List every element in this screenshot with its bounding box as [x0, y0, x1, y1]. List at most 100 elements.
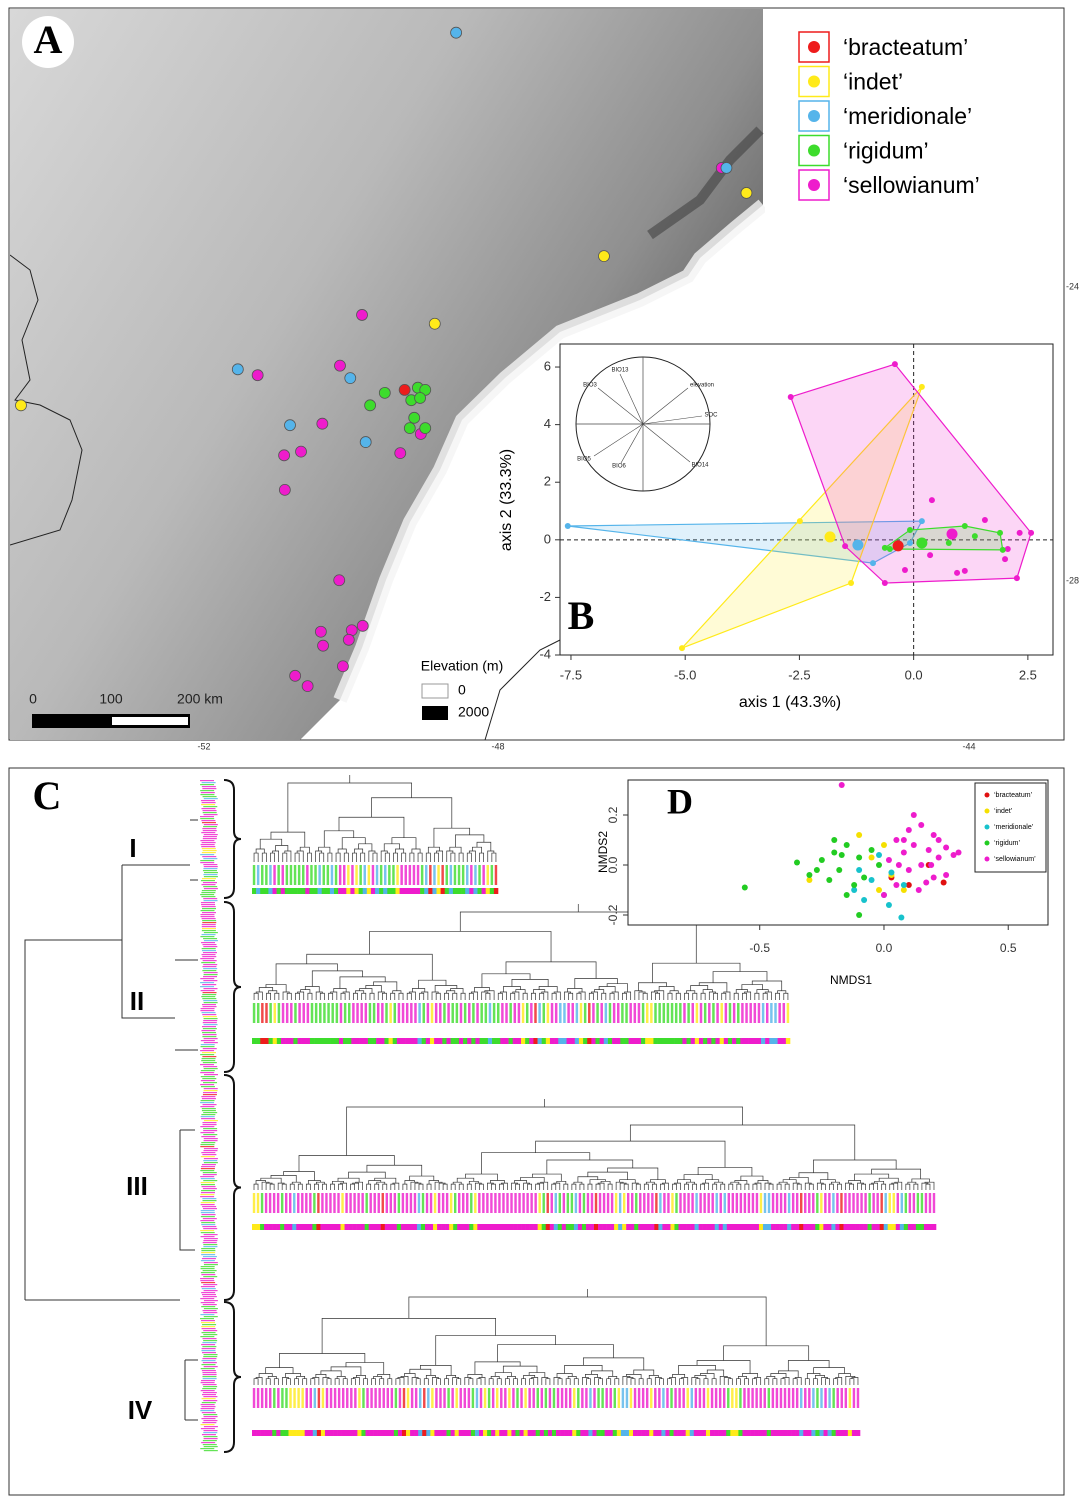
group-strip [495, 1430, 500, 1436]
overview-leaf [203, 826, 218, 828]
group-strip [762, 1224, 768, 1230]
leaf-tag [844, 1388, 848, 1408]
leaf-tag [449, 865, 453, 885]
leaf-tag [509, 1003, 512, 1023]
group-strip [595, 1038, 600, 1044]
group-strip [454, 1038, 460, 1044]
overview-leaf [203, 1330, 218, 1332]
overview-leaf [201, 948, 216, 950]
leaf-tag [516, 1388, 519, 1408]
dendro-branch [835, 1377, 843, 1385]
leaf-tag [598, 1193, 602, 1213]
dendro-branch [514, 1180, 527, 1184]
dendro-branch [635, 1183, 641, 1190]
overview-leaf [200, 1302, 215, 1304]
leaf-tag [269, 865, 272, 885]
group-strip [583, 1038, 588, 1044]
leaf-tag [273, 1003, 277, 1023]
group-strip [256, 1224, 261, 1230]
overview-leaf [202, 1034, 217, 1036]
leaf-tag [305, 1388, 308, 1408]
leaf-tag [718, 1388, 722, 1408]
dendro-branch [684, 992, 689, 1000]
dendro-branch [527, 1183, 532, 1190]
overview-leaf [200, 800, 215, 802]
leaf-tag [410, 1003, 413, 1023]
leaf-tag [329, 1193, 332, 1213]
group-strip [665, 1430, 670, 1436]
overview-leaf [200, 860, 215, 862]
group-strip [260, 1430, 265, 1436]
leaf-tag [747, 1388, 750, 1408]
dendro-branch [395, 1378, 401, 1385]
dendro-branch [350, 1378, 356, 1385]
group-strip [485, 888, 491, 894]
group-strip [591, 1038, 596, 1044]
leaf-tag [289, 1388, 292, 1408]
overview-leaf [200, 1176, 215, 1178]
site [231, 363, 244, 376]
leaf-tag [350, 1388, 353, 1408]
leaf-tag [252, 1003, 256, 1023]
group-strip [350, 888, 355, 894]
overview-leaf [201, 852, 216, 854]
dendro-branch [476, 1378, 482, 1385]
group-strip [404, 1224, 410, 1230]
x-tick-label: 0.0 [876, 941, 893, 955]
leaf-tag [405, 1193, 409, 1213]
dendro-branch [283, 1171, 315, 1181]
group-strip [831, 1224, 836, 1230]
point [851, 887, 858, 893]
leaf-tag [928, 1193, 932, 1213]
site [408, 411, 421, 424]
group-strip [400, 1224, 406, 1230]
point [915, 887, 922, 893]
leaf-tag [360, 1003, 363, 1023]
dendro-branch [485, 992, 491, 1000]
leaf-tag [433, 1193, 437, 1213]
leaf-tag [513, 1003, 517, 1023]
group-strip [569, 1224, 575, 1230]
overview-leaf [202, 1200, 217, 1202]
group-strip [606, 1224, 611, 1230]
leaf-tag [264, 1388, 268, 1408]
dendro-branch [889, 1183, 895, 1190]
leaf-tag [552, 1388, 556, 1408]
dendro-branch [521, 1378, 526, 1385]
leaf-tag [714, 1388, 718, 1408]
group-strip [322, 1038, 327, 1044]
point [831, 837, 838, 843]
leaf-tag [625, 1388, 629, 1408]
group-strip [723, 1038, 729, 1044]
group-strip [429, 1038, 435, 1044]
dendro-branch [772, 1378, 778, 1385]
leaf-tag [498, 1193, 501, 1213]
overview-leaf [200, 958, 215, 960]
border [10, 254, 83, 546]
leaf-tag [840, 1388, 843, 1408]
overview-leaf [201, 930, 216, 932]
overview-leaf [201, 1030, 216, 1032]
group-strip [727, 1038, 733, 1044]
dendro-branch [419, 992, 425, 1000]
leaf-tag [880, 1193, 883, 1213]
dendro-branch [285, 1373, 301, 1378]
point [900, 887, 907, 893]
overview-leaf [202, 830, 217, 832]
leaf-tag [457, 865, 461, 885]
leaf-tag [496, 1388, 499, 1408]
leaf-tag [273, 865, 276, 885]
group-strip [823, 1430, 828, 1436]
overview-leaf [200, 1196, 215, 1198]
dendro-branch [307, 852, 312, 862]
overview-leaf [202, 1388, 217, 1390]
leaf-tag [828, 1388, 831, 1408]
dendro-branch [487, 850, 495, 862]
overview-leaf [200, 1076, 215, 1078]
overview-leaf [203, 1068, 218, 1070]
dendro-branch [503, 986, 521, 992]
overview-leaf [202, 1384, 217, 1386]
leaf-tag [816, 1388, 819, 1408]
leaf-tag [812, 1388, 815, 1408]
group-strip [396, 1038, 402, 1044]
